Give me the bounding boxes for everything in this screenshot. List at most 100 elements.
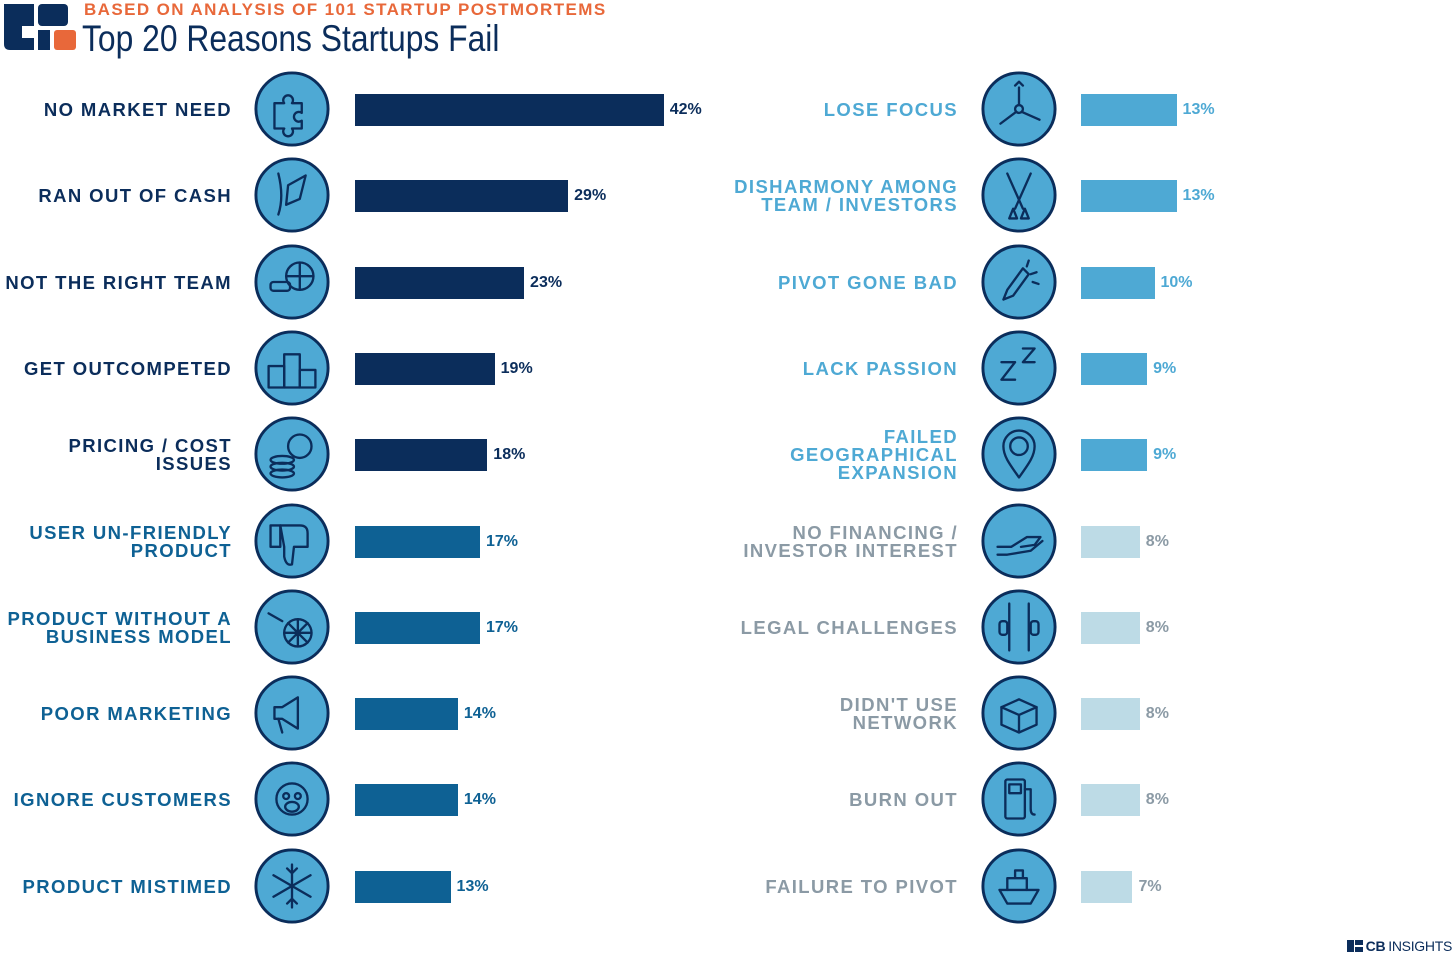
oars-icon bbox=[981, 157, 1057, 233]
chart-row: PRICING / COST ISSUES 18% bbox=[0, 415, 1456, 495]
chart-title: Top 20 Reasons Startups Fail bbox=[82, 18, 500, 59]
category-label: LEGAL CHALLENGES bbox=[740, 616, 958, 638]
chart-row: PRODUCT WITHOUT A BUSINESS MODEL 17% bbox=[0, 588, 1456, 668]
bar bbox=[355, 870, 451, 903]
bar bbox=[1081, 352, 1148, 385]
category-label: GET OUTCOMPETED bbox=[23, 357, 232, 379]
chart-row: USER UN-FRIENDLY PRODUCT 17% bbox=[0, 502, 1456, 582]
category-label: PIVOT GONE BAD bbox=[778, 271, 958, 293]
bar bbox=[1081, 439, 1148, 472]
value-label: 42% bbox=[669, 101, 702, 118]
value-label: 13% bbox=[1182, 101, 1215, 118]
chart-row: LOSE FOCUS 13% bbox=[0, 70, 1456, 150]
chart-row: NOT THE RIGHT TEAM 23% bbox=[0, 243, 1456, 323]
thumbs-down-icon bbox=[254, 502, 330, 579]
chart-row: DIDN'T USE NETWORK 8% bbox=[0, 674, 1456, 754]
bar bbox=[1081, 94, 1177, 126]
open-hand-icon bbox=[981, 502, 1057, 579]
category-label: LOSE FOCUS bbox=[823, 99, 958, 120]
jail-bars-icon bbox=[981, 589, 1057, 665]
chart-row: FAILURE TO PIVOT 7% bbox=[0, 847, 1456, 927]
chart-row: FAILED GEOGRAPHICAL EXPANSION 9% bbox=[0, 415, 1456, 495]
value-label: 8% bbox=[1145, 618, 1169, 636]
value-label: 13% bbox=[456, 877, 489, 895]
bar bbox=[1081, 870, 1133, 903]
chart-row: NO MARKET NEED 42% bbox=[0, 70, 1456, 150]
category-label: PRICING / COST ISSUES bbox=[68, 435, 232, 475]
cb-mini-logo-icon bbox=[1346, 940, 1363, 952]
zzz-icon bbox=[981, 330, 1057, 406]
podium-icon bbox=[254, 330, 330, 406]
value-label: 9% bbox=[1153, 359, 1177, 377]
arrows-scatter-icon bbox=[981, 71, 1057, 147]
brand-cb: CB bbox=[1365, 938, 1386, 954]
category-label: FAILED GEOGRAPHICAL EXPANSION bbox=[790, 426, 958, 484]
chart-row: GET OUTCOMPETED 19% bbox=[0, 329, 1456, 409]
bar bbox=[355, 180, 569, 213]
category-label: NO MARKET NEED bbox=[43, 99, 232, 120]
bar bbox=[355, 94, 664, 126]
category-label: NO FINANCING / INVESTOR INTEREST bbox=[743, 521, 958, 561]
chart-row: NO FINANCING / INVESTOR INTEREST 8% bbox=[0, 502, 1456, 582]
category-label: PRODUCT WITHOUT A BUSINESS MODEL bbox=[7, 607, 232, 647]
bar bbox=[355, 266, 525, 299]
chart-row: BURN OUT 8% bbox=[0, 760, 1456, 840]
empty-pocket-icon bbox=[254, 157, 330, 233]
bar bbox=[355, 784, 458, 817]
coins-icon bbox=[254, 416, 330, 492]
megaphone-icon bbox=[254, 675, 330, 751]
value-label: 8% bbox=[1145, 791, 1169, 809]
bar bbox=[355, 352, 495, 385]
value-label: 19% bbox=[500, 359, 533, 377]
value-label: 29% bbox=[574, 187, 607, 205]
category-label: DISHARMONY AMONG TEAM / INVESTORS bbox=[734, 176, 958, 216]
box-icon bbox=[981, 675, 1057, 751]
map-pin-question-icon bbox=[981, 416, 1057, 492]
value-label: 7% bbox=[1138, 877, 1162, 895]
bar bbox=[355, 698, 458, 731]
chart-row: PRODUCT MISTIMED 13% bbox=[0, 847, 1456, 927]
category-label: PRODUCT MISTIMED bbox=[22, 875, 232, 897]
fuel-pump-icon bbox=[981, 761, 1057, 837]
value-label: 23% bbox=[530, 273, 563, 291]
broken-pencil-icon bbox=[981, 244, 1057, 320]
value-label: 13% bbox=[1182, 187, 1215, 205]
category-label: RAN OUT OF CASH bbox=[38, 185, 232, 207]
brand-footer: CB INSIGHTS bbox=[1346, 938, 1452, 954]
chart-row: POOR MARKETING 14% bbox=[0, 674, 1456, 754]
cb-insights-logo bbox=[4, 4, 76, 50]
cart-wheel-icon bbox=[254, 589, 330, 665]
chart-row: IGNORE CUSTOMERS 14% bbox=[0, 760, 1456, 840]
value-label: 10% bbox=[1160, 273, 1193, 291]
bar bbox=[355, 525, 480, 558]
chart-row: LEGAL CHALLENGES 8% bbox=[0, 588, 1456, 668]
bar bbox=[1081, 611, 1140, 644]
value-label: 8% bbox=[1145, 532, 1169, 550]
monkey-icon bbox=[254, 761, 330, 837]
bar bbox=[1081, 784, 1140, 817]
bar bbox=[1081, 266, 1155, 299]
category-label: DIDN'T USE NETWORK bbox=[839, 694, 958, 734]
value-label: 17% bbox=[485, 618, 518, 636]
bar bbox=[1081, 180, 1177, 213]
value-label: 14% bbox=[463, 705, 496, 723]
value-label: 14% bbox=[463, 791, 496, 809]
puzzle-icon bbox=[254, 71, 330, 147]
category-label: IGNORE CUSTOMERS bbox=[13, 789, 232, 811]
value-label: 9% bbox=[1153, 446, 1177, 464]
chart-row: PIVOT GONE BAD 10% bbox=[0, 243, 1456, 323]
value-label: 8% bbox=[1145, 705, 1169, 723]
value-label: 18% bbox=[493, 446, 526, 464]
bar bbox=[355, 611, 480, 644]
snowflake-icon bbox=[254, 848, 330, 924]
category-label: USER UN-FRIENDLY PRODUCT bbox=[29, 521, 232, 561]
ship-icon bbox=[981, 848, 1057, 924]
category-label: FAILURE TO PIVOT bbox=[765, 875, 958, 897]
value-label: 17% bbox=[485, 532, 518, 550]
bar bbox=[1081, 525, 1140, 558]
category-label: LACK PASSION bbox=[802, 357, 958, 379]
category-label: POOR MARKETING bbox=[40, 703, 232, 725]
bar bbox=[1081, 698, 1140, 731]
chart-row: DISHARMONY AMONG TEAM / INVESTORS 13% bbox=[0, 156, 1456, 236]
category-label: NOT THE RIGHT TEAM bbox=[5, 271, 232, 293]
